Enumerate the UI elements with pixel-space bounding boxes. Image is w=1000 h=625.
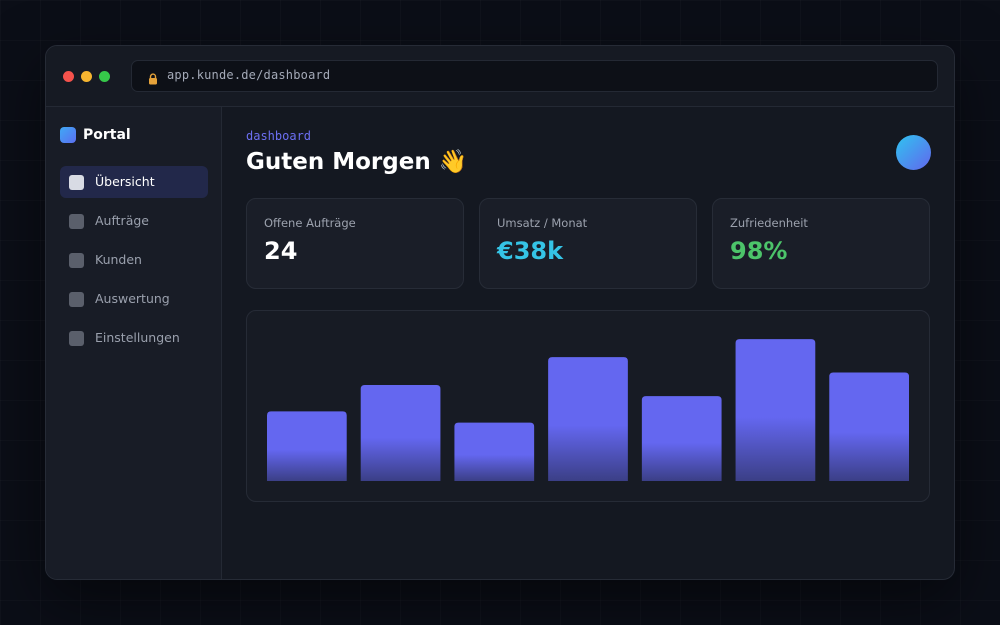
minimize-window-button[interactable]	[81, 71, 92, 82]
close-window-button[interactable]	[63, 71, 74, 82]
browser-window: app.kunde.de/dashboard Portal Übersicht …	[45, 45, 955, 580]
sidebar-item-label: Aufträge	[95, 213, 149, 228]
maximize-window-button[interactable]	[99, 71, 110, 82]
portal-logo-icon	[60, 127, 76, 143]
avatar[interactable]	[896, 135, 931, 170]
sidebar-item-label: Übersicht	[95, 174, 155, 189]
brand-name: Portal	[83, 127, 131, 143]
analytics-icon	[69, 292, 84, 307]
address-bar[interactable]: app.kunde.de/dashboard	[131, 60, 938, 92]
main-content: dashboard Guten Morgen 👋 Offene Aufträge…	[222, 107, 954, 579]
lock-icon	[147, 70, 159, 85]
stat-card-satisfaction: Zufriedenheit 98%	[712, 198, 930, 289]
sidebar-item-kunden[interactable]: Kunden	[60, 244, 208, 276]
chart-bar-2	[360, 385, 441, 481]
sidebar-item-label: Einstellungen	[95, 330, 180, 345]
sidebar-item-einstellungen[interactable]: Einstellungen	[60, 322, 208, 354]
stat-card-revenue: Umsatz / Monat €38k	[479, 198, 697, 289]
sidebar-item-uebersicht[interactable]: Übersicht	[60, 166, 208, 198]
chart-bar-7	[829, 372, 909, 481]
chart-bar-6	[735, 339, 816, 481]
orders-icon	[69, 214, 84, 229]
chart-bar-4	[548, 357, 628, 481]
settings-icon	[69, 331, 84, 346]
sidebar: Portal Übersicht Aufträge Kunden Auswert…	[46, 107, 222, 579]
stat-card-open-orders: Offene Aufträge 24	[246, 198, 464, 289]
page-eyebrow: dashboard	[246, 129, 312, 143]
bar-chart	[267, 339, 909, 481]
sidebar-item-label: Kunden	[95, 252, 142, 267]
chart-bar-5	[641, 396, 722, 481]
stat-value: 24	[264, 237, 298, 265]
stat-label: Umsatz / Monat	[497, 216, 588, 230]
chart-bar-1	[267, 411, 347, 481]
sidebar-nav: Übersicht Aufträge Kunden Auswertung Ein…	[60, 166, 208, 361]
sidebar-item-auswertung[interactable]: Auswertung	[60, 283, 208, 315]
bar-chart-panel	[246, 310, 930, 502]
chart-bar-3	[454, 422, 535, 481]
sidebar-item-label: Auswertung	[95, 291, 170, 306]
url-text: app.kunde.de/dashboard	[167, 68, 331, 82]
sidebar-item-auftraege[interactable]: Aufträge	[60, 205, 208, 237]
stat-label: Offene Aufträge	[264, 216, 356, 230]
stat-label: Zufriedenheit	[730, 216, 808, 230]
title-bar: app.kunde.de/dashboard	[46, 46, 954, 107]
stat-value: 98%	[730, 237, 788, 265]
customers-icon	[69, 253, 84, 268]
overview-icon	[69, 175, 84, 190]
stat-value: €38k	[497, 237, 564, 265]
page-title: Guten Morgen 👋	[246, 149, 468, 175]
